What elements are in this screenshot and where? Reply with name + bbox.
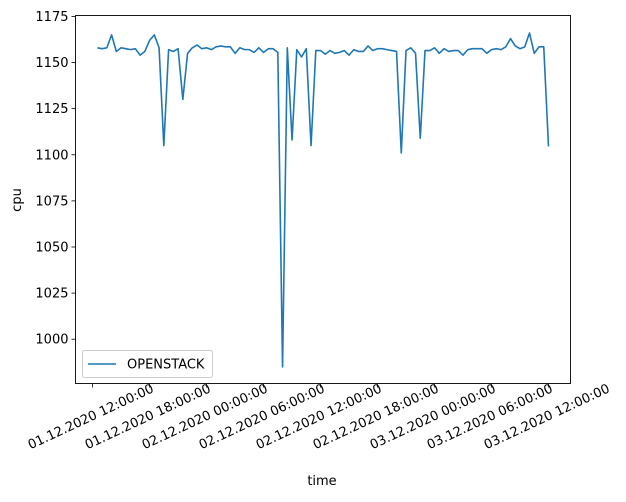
y-tick-label: 1100: [35, 148, 68, 163]
y-tick-label: 1150: [35, 56, 68, 71]
y-tick-label: 1000: [35, 333, 68, 348]
series-line-openstack: [97, 32, 550, 368]
y-tick-label: 1050: [35, 240, 68, 255]
y-tick-label: 1075: [35, 194, 68, 209]
legend: OPENSTACK: [82, 350, 213, 378]
y-tick-label: 1025: [35, 287, 68, 302]
legend-label: OPENSTACK: [127, 358, 205, 373]
x-axis-label: time: [307, 474, 336, 489]
plot-frame: [75, 15, 571, 384]
y-axis-ticks: 1000 1025 1050 1075 1100 1125 1150 1175: [35, 10, 76, 348]
y-axis-label: cpu: [10, 188, 25, 212]
legend-box: [82, 350, 213, 378]
y-tick-label: 1125: [35, 102, 68, 117]
y-tick-label: 1175: [35, 10, 68, 25]
